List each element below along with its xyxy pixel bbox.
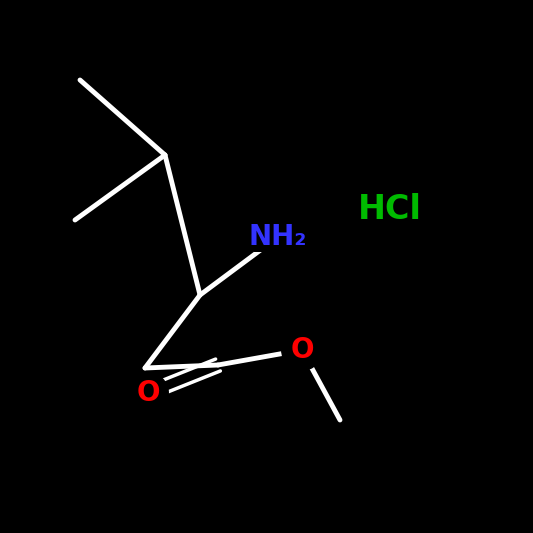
FancyBboxPatch shape xyxy=(366,195,414,224)
Text: O: O xyxy=(290,336,314,364)
FancyBboxPatch shape xyxy=(254,222,302,252)
Text: HCl: HCl xyxy=(358,193,422,227)
Circle shape xyxy=(282,330,322,370)
Circle shape xyxy=(128,373,168,413)
Text: O: O xyxy=(136,379,160,407)
Text: NH₂: NH₂ xyxy=(249,223,307,251)
